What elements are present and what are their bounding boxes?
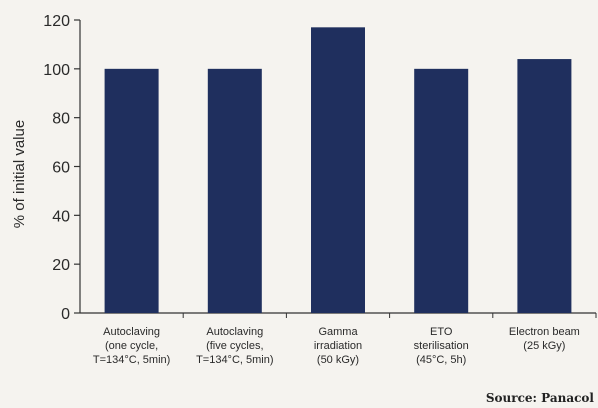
category-label-line: (one cycle, xyxy=(105,340,158,352)
category-label: Gamma irradiation (50 kGy) xyxy=(314,326,362,366)
bar xyxy=(207,68,262,313)
y-tick-label: 60 xyxy=(52,160,70,177)
bar xyxy=(104,68,159,313)
category-label-line: T=134°C, 5min) xyxy=(93,354,170,366)
category-label: Autoclaving (one cycle, T=134°C, 5min) xyxy=(93,326,170,366)
bar xyxy=(414,68,469,313)
category-label-line: Autoclaving xyxy=(103,326,160,338)
category-label-line: Autoclaving xyxy=(206,326,263,338)
source-note: Source: Panacol xyxy=(486,391,595,405)
category-label-line: (five cycles, xyxy=(206,340,263,352)
y-tick-label: 20 xyxy=(52,257,70,274)
category-label-line: Electron beam xyxy=(509,326,580,338)
category-label: Electron beam (25 kGy) xyxy=(509,326,580,352)
x-ticks xyxy=(182,313,597,318)
category-label-line: T=134°C, 5min) xyxy=(196,354,273,366)
category-label: ETO sterilisation (45°C, 5h) xyxy=(414,326,469,366)
category-label-line: (25 kGy) xyxy=(523,340,565,352)
bar xyxy=(517,59,572,313)
y-tick-label: 80 xyxy=(52,111,70,128)
category-labels: Autoclaving (one cycle, T=134°C, 5min)Auto… xyxy=(93,326,580,366)
y-tick-label: 100 xyxy=(43,62,70,79)
y-ticks: 0 20 40 60 80 100 120 xyxy=(43,13,80,323)
y-tick-label: 0 xyxy=(61,306,70,323)
y-tick-label: 120 xyxy=(43,13,70,30)
category-label-line: ETO xyxy=(430,326,453,338)
bars xyxy=(104,27,572,313)
category-label-line: irradiation xyxy=(314,340,362,352)
y-tick-label: 40 xyxy=(52,208,70,225)
bar xyxy=(311,27,365,313)
category-label-line: sterilisation xyxy=(414,340,469,352)
category-label-line: (45°C, 5h) xyxy=(416,354,466,366)
y-axis-label: % of initial value xyxy=(11,120,28,228)
category-label: Autoclaving (five cycles, T=134°C, 5min) xyxy=(196,326,273,366)
category-label-line: (50 kGy) xyxy=(317,354,359,366)
category-label-line: Gamma xyxy=(318,326,358,338)
